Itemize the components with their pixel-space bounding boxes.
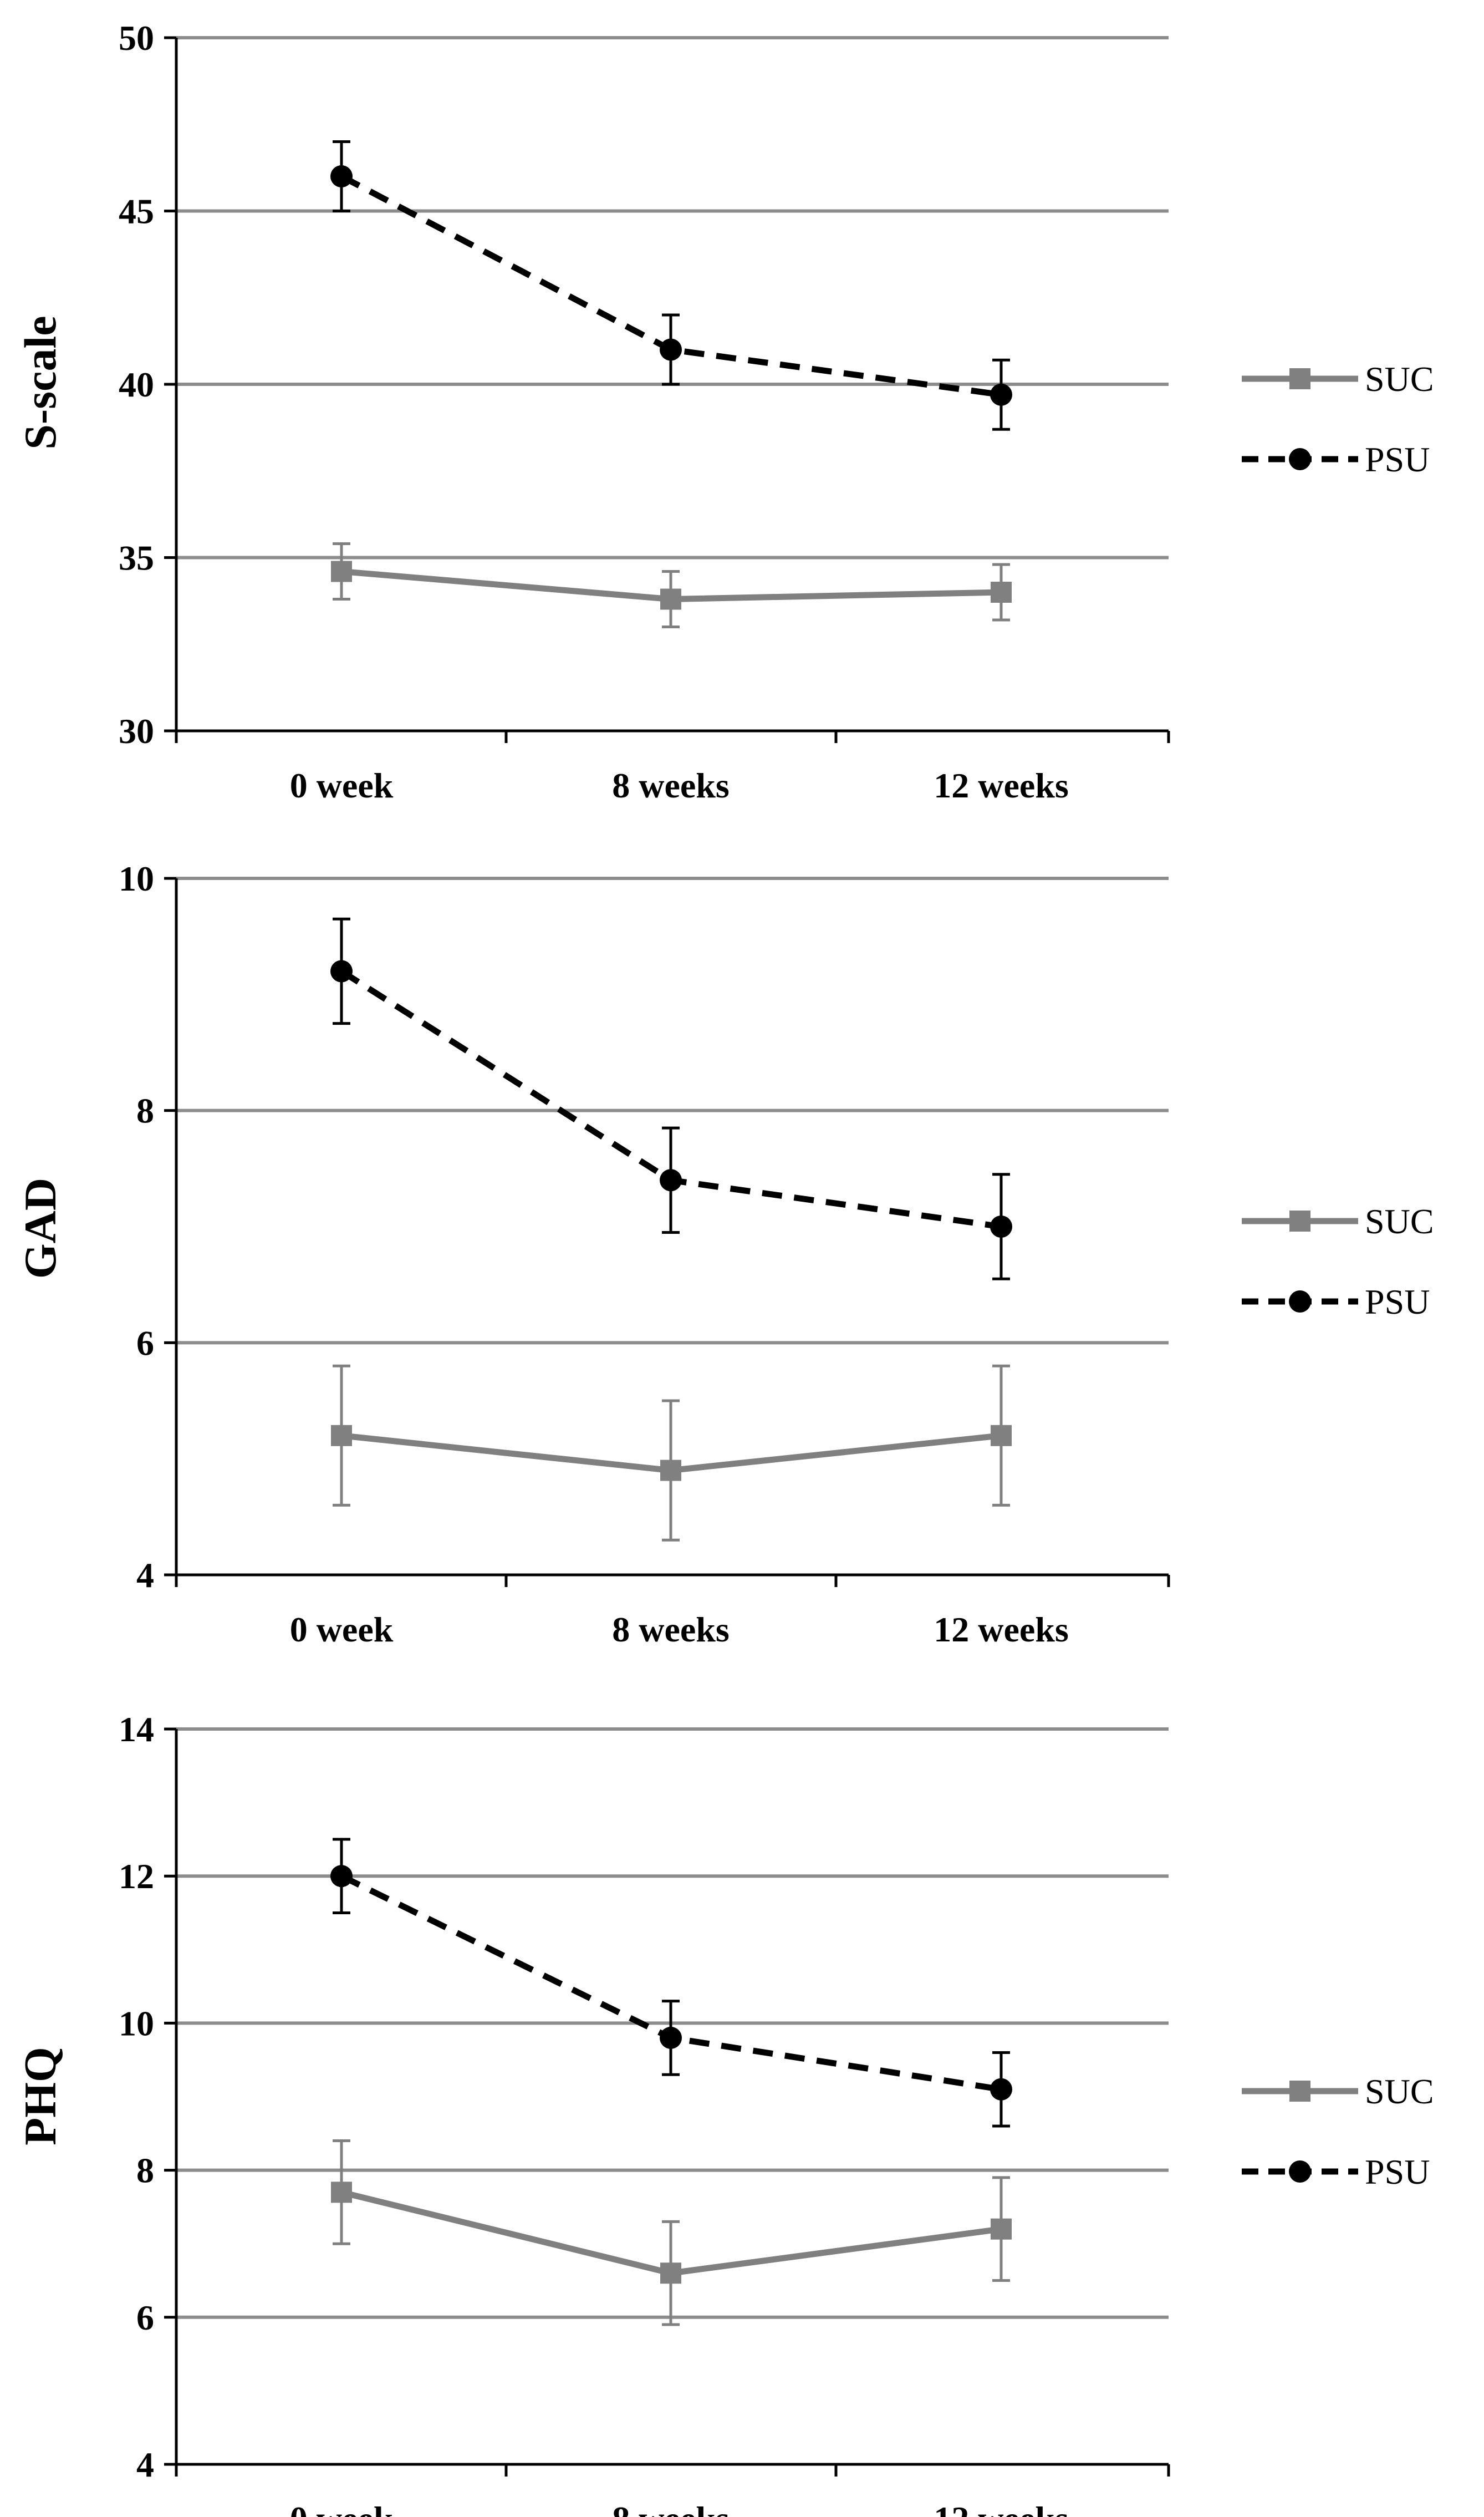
legend-marker (1289, 448, 1311, 470)
series-psu (330, 1838, 1012, 2128)
series-psu (330, 917, 1012, 1280)
data-point (331, 561, 352, 582)
x-tick-label: 8 weeks (612, 2499, 730, 2517)
series-psu (330, 140, 1012, 431)
data-point (660, 2262, 681, 2284)
legend: SUC PSU (1242, 1202, 1434, 1321)
legend-marker (1289, 368, 1310, 389)
y-tick-label: 40 (119, 365, 154, 404)
y-tick-label: 6 (136, 1323, 154, 1362)
data-point (660, 2026, 682, 2049)
x-tick-label: 0 week (290, 2499, 394, 2517)
legend-label: PSU (1365, 440, 1430, 479)
x-tick-label: 0 week (290, 1610, 394, 1649)
x-tick-label: 12 weeks (934, 2499, 1069, 2517)
legend-marker (1289, 1211, 1310, 1232)
series-suc (331, 2139, 1012, 2326)
data-point (331, 2182, 352, 2203)
x-tick-label: 12 weeks (934, 766, 1069, 805)
x-tick-label: 8 weeks (612, 1610, 730, 1649)
y-tick-label: 50 (119, 18, 154, 58)
y-tick-label: 30 (119, 711, 154, 751)
data-point (331, 1425, 352, 1446)
legend-label: SUC (1365, 1202, 1434, 1241)
legend: SUC PSU (1242, 359, 1434, 479)
y-tick-label: 8 (136, 1091, 154, 1131)
y-tick-label: 45 (119, 192, 154, 231)
legend-item-suc: SUC (1242, 2072, 1434, 2111)
data-point (990, 383, 1012, 406)
legend-label: PSU (1365, 1282, 1430, 1321)
y-axis-label: GAD (15, 1178, 65, 1279)
y-axis-label: S-scale (15, 316, 65, 449)
legend-marker (1289, 1290, 1311, 1313)
x-tick-label: 8 weeks (612, 766, 730, 805)
data-point (330, 1865, 353, 1888)
y-tick-label: 8 (136, 2151, 154, 2190)
legend-marker (1289, 2160, 1311, 2183)
y-tick-label: 35 (119, 538, 154, 578)
data-point (660, 588, 681, 610)
legend-label: SUC (1365, 2072, 1434, 2111)
legend-label: SUC (1365, 359, 1434, 399)
legend-item-suc: SUC (1242, 1202, 1434, 1241)
legend: SUC PSU (1242, 2072, 1434, 2191)
chart-1: 30 35 40 45 50 0 week 8 weeks 12 weeks S-scale SU… (15, 18, 1434, 805)
legend-label: PSU (1365, 2152, 1430, 2191)
y-tick-label: 4 (136, 1555, 154, 1595)
chart-3: 4 6 8 10 12 14 0 week 8 weeks 12 weeks PHQ SUC PSU (15, 1710, 1434, 2517)
y-tick-label: 4 (136, 2445, 154, 2484)
y-tick-label: 14 (119, 1710, 154, 1749)
chart-2: 4 6 8 10 0 week 8 weeks 12 weeks GAD SUC PSU (15, 859, 1434, 1649)
y-tick-label: 10 (119, 2004, 154, 2043)
data-point (660, 1169, 682, 1192)
y-tick-label: 10 (119, 859, 154, 898)
series-suc (331, 542, 1012, 628)
data-point (990, 1216, 1012, 1238)
data-point (991, 1425, 1012, 1446)
legend-item-psu: PSU (1242, 440, 1430, 479)
series-suc (331, 1364, 1012, 1542)
data-point (990, 2078, 1012, 2101)
x-tick-label: 0 week (290, 766, 394, 805)
data-point (330, 165, 353, 187)
data-point (991, 582, 1012, 603)
x-tick-label: 12 weeks (934, 1610, 1069, 1649)
legend-item-psu: PSU (1242, 2152, 1430, 2191)
y-axis-label: PHQ (15, 2047, 65, 2145)
data-point (660, 1460, 681, 1481)
data-point (660, 338, 682, 361)
legend-marker (1289, 2081, 1310, 2102)
y-tick-label: 12 (119, 1857, 154, 1896)
legend-item-suc: SUC (1242, 359, 1434, 399)
data-point (330, 960, 353, 983)
data-point (991, 2218, 1012, 2240)
y-tick-label: 6 (136, 2298, 154, 2337)
legend-item-psu: PSU (1242, 1282, 1430, 1321)
